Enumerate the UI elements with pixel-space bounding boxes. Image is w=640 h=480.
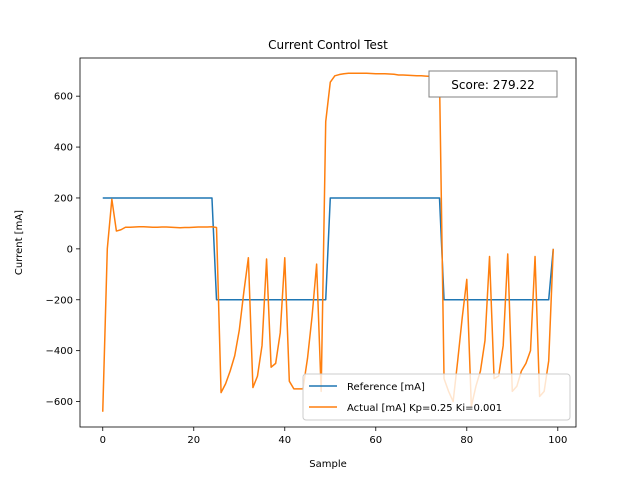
y-axis-label: Current [mA] — [14, 210, 25, 275]
y-axis-ticks: −600 −400 −200 0 200 400 600 — [46, 92, 80, 408]
x-axis-label: Sample — [309, 459, 347, 470]
x-tick-label: 0 — [100, 435, 106, 446]
legend: Reference [mA] Actual [mA] Kp=0.25 Ki=0.… — [302, 373, 571, 421]
x-tick-label: 100 — [548, 435, 567, 446]
x-tick-label: 60 — [369, 435, 382, 446]
x-tick-label: 80 — [460, 435, 473, 446]
y-tick-label: −400 — [46, 346, 73, 357]
x-tick-label: 40 — [278, 435, 291, 446]
legend-box — [302, 373, 571, 421]
legend-label-actual: Actual [mA] Kp=0.25 Ki=0.001 — [347, 403, 502, 414]
y-tick-label: −600 — [46, 397, 73, 408]
y-tick-label: 600 — [54, 92, 73, 103]
x-axis-ticks: 0 20 40 60 80 100 — [100, 427, 567, 446]
score-annotation: Score: 279.22 — [428, 70, 558, 98]
score-annotation-text: Score: 279.22 — [451, 78, 534, 92]
chart-title: Current Control Test — [268, 38, 388, 52]
series-line-reference — [102, 197, 554, 301]
x-tick-label: 20 — [187, 435, 200, 446]
score-annotation-box — [428, 70, 558, 98]
axes-frame — [79, 57, 577, 428]
legend-label-reference: Reference [mA] — [347, 382, 425, 393]
y-tick-label: −200 — [46, 295, 73, 306]
y-tick-label: 200 — [54, 193, 73, 204]
y-tick-label: 0 — [67, 244, 73, 255]
y-tick-label: 400 — [54, 143, 73, 154]
